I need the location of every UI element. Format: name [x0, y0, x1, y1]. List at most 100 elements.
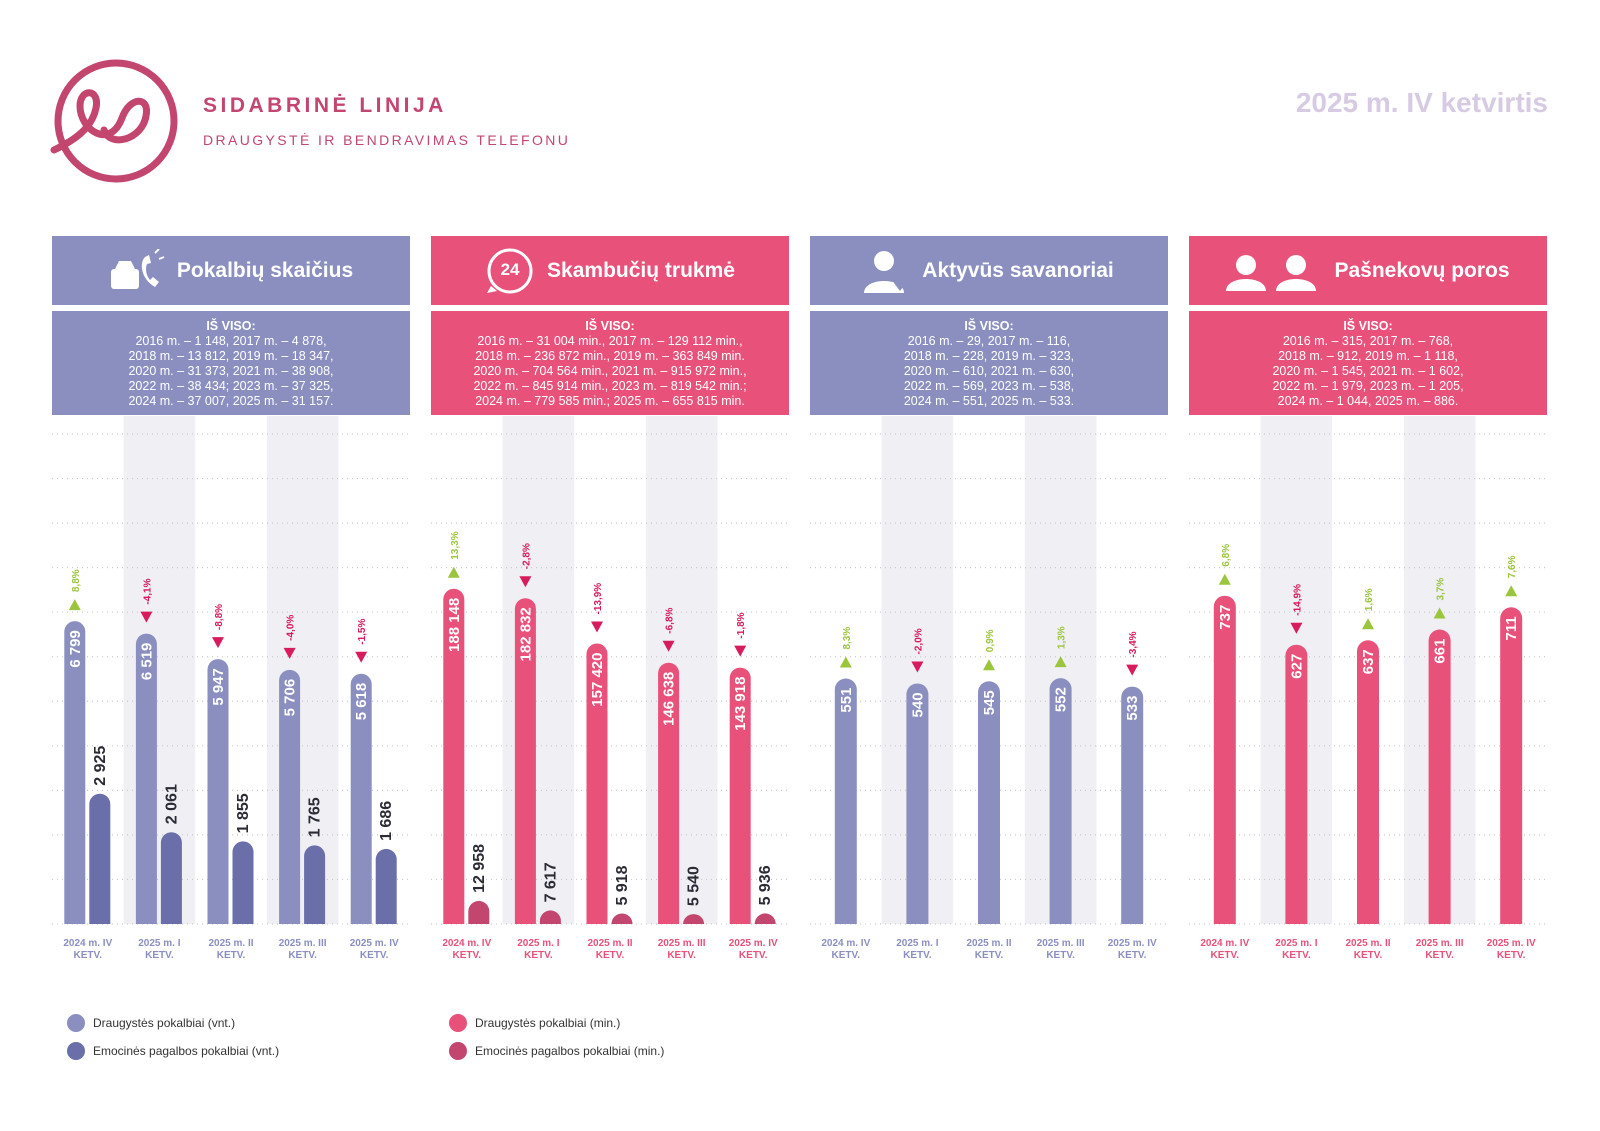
bar — [1357, 640, 1379, 924]
change-arrow — [911, 661, 924, 673]
logo — [50, 59, 178, 183]
change-arrow — [519, 576, 532, 588]
bar — [1428, 629, 1451, 924]
bar — [514, 598, 536, 924]
x-tick-label: 2025 m. IV KETV. — [349, 938, 399, 961]
panel-title: Pokalbių skaičius — [176, 258, 354, 282]
change-label: 1,6% — [1364, 588, 1375, 611]
x-tick-label: 2025 m. IV KETV. — [1107, 938, 1157, 961]
x-tick-label: 2025 m. IV KETV. — [728, 938, 778, 961]
x-tick-label: 2024 m. IV KETV. — [821, 938, 871, 961]
bar — [1500, 607, 1523, 924]
totals-line: 2022 m. – 1 979, 2023 m. – 1 205, — [1272, 379, 1464, 393]
bar — [978, 681, 1000, 924]
icon-graphic — [110, 248, 165, 289]
panel-title: Pašnekovų poros — [1334, 258, 1510, 282]
totals-box: IŠ VISO: 2016 m. – 315, 2017 m. – 768, 201… — [1189, 311, 1547, 415]
x-tick-label: 2024 m. IV KETV. — [442, 938, 492, 961]
x-tick-label: 2025 m. I KETV. — [896, 938, 939, 961]
value-label: 540 — [909, 692, 926, 717]
change-label: -1,8% — [736, 612, 747, 638]
value-label: 1 765 — [307, 797, 324, 837]
bar — [160, 832, 182, 924]
bar — [683, 914, 705, 924]
bar — [906, 683, 929, 924]
value-label: 1 686 — [378, 801, 395, 841]
change-label: -8,8% — [214, 604, 225, 630]
tagline: DRAUGYSTĖ IR BENDRAVIMAS TELEFONU — [203, 131, 570, 148]
x-tick-label: 2025 m. III KETV. — [657, 938, 706, 961]
value-label: 7 617 — [542, 862, 559, 902]
change-arrow — [1290, 622, 1303, 634]
value-label: 5 618 — [353, 683, 370, 721]
change-label: -2,8% — [521, 543, 532, 569]
totals-label: IŠ VISO: — [585, 319, 635, 333]
legend-label: Draugystės pokalbiai (vnt.) — [93, 1016, 235, 1030]
x-tick-label: 2025 m. I KETV. — [1275, 938, 1318, 961]
x-tick-label: 2025 m. II KETV. — [966, 938, 1012, 961]
bar — [754, 913, 776, 924]
totals-line: 2020 m. – 704 564 min., 2021 m. – 915 97… — [473, 364, 747, 378]
bar — [207, 659, 229, 924]
column-shade — [266, 416, 339, 924]
bar — [1121, 686, 1144, 924]
value-label: 5 936 — [757, 865, 774, 905]
bar — [1213, 595, 1236, 924]
change-label: -3,4% — [1128, 631, 1139, 657]
value-label: 2 925 — [92, 746, 109, 786]
icon: 24 — [485, 246, 535, 296]
x-tick-label: 2025 m. III KETV. — [278, 938, 327, 961]
brand: SIDABRINĖ LINIJA — [203, 94, 447, 117]
change-label: 13,3% — [450, 531, 461, 559]
x-tick-label: 2025 m. II KETV. — [208, 938, 254, 961]
totals-line: 2022 m. – 38 434; 2023 m. – 37 325, — [128, 379, 334, 393]
change-label: -4,0% — [286, 615, 297, 641]
change-arrow — [662, 640, 675, 652]
legend-label: Emocinės pagalbos pokalbiai (vnt.) — [93, 1044, 279, 1058]
change-arrow — [1126, 664, 1139, 676]
bar — [279, 669, 301, 924]
bar — [350, 673, 372, 924]
bar — [834, 678, 857, 924]
bar — [443, 588, 465, 924]
value-label: 552 — [1053, 687, 1070, 712]
x-tick-label: 2025 m. IV KETV. — [1486, 938, 1536, 961]
totals-line: 2016 m. – 29, 2017 m. – 116, — [907, 334, 1071, 348]
totals-label: IŠ VISO: — [206, 319, 256, 333]
value-label: 711 — [1503, 616, 1520, 640]
totals-line: 2018 m. – 912, 2019 m. – 1 118, — [1278, 349, 1458, 363]
totals-label: IŠ VISO: — [1343, 319, 1393, 333]
value-label: 545 — [981, 690, 998, 715]
bar — [729, 667, 751, 924]
value-label: 737 — [1217, 605, 1234, 630]
icon-graphic — [864, 250, 907, 293]
totals-line: 2024 m. – 551, 2025 m. – 533. — [903, 394, 1075, 408]
change-arrow — [212, 637, 224, 649]
column-shade — [123, 416, 196, 924]
bar — [89, 793, 111, 924]
value-label: 146 638 — [661, 672, 678, 726]
change-label: 8,3% — [842, 627, 853, 650]
panel-header: Aktyvūs savanoriai — [810, 236, 1168, 305]
value-label: 157 420 — [589, 653, 606, 707]
legend-swatch — [67, 1014, 85, 1032]
panel-title: Aktyvūs savanoriai — [922, 258, 1114, 282]
change-arrow — [1218, 573, 1231, 585]
bar — [135, 633, 157, 924]
value-label: 5 540 — [686, 866, 703, 906]
totals-box: IŠ VISO: 2016 m. – 31 004 min., 2017 m. –… — [431, 311, 789, 415]
value-label: 12 958 — [471, 844, 488, 893]
legend-swatch — [449, 1042, 467, 1060]
value-label: 627 — [1288, 654, 1305, 679]
change-label: 3,7% — [1436, 578, 1447, 601]
change-arrow — [839, 656, 852, 668]
legend-label: Draugystės pokalbiai (min.) — [475, 1016, 620, 1030]
panel-header: Pokalbių skaičius — [52, 236, 410, 305]
x-tick-label: 2025 m. III KETV. — [1415, 938, 1464, 961]
totals-box: IŠ VISO: 2016 m. – 1 148, 2017 m. – 4 878… — [52, 311, 410, 415]
x-tick-label: 2025 m. II KETV. — [587, 938, 633, 961]
change-arrow — [1505, 585, 1518, 597]
totals-line: 2018 m. – 236 872 min., 2019 m. – 363 84… — [475, 349, 745, 363]
bar — [232, 841, 254, 924]
legend-swatch — [449, 1014, 467, 1032]
